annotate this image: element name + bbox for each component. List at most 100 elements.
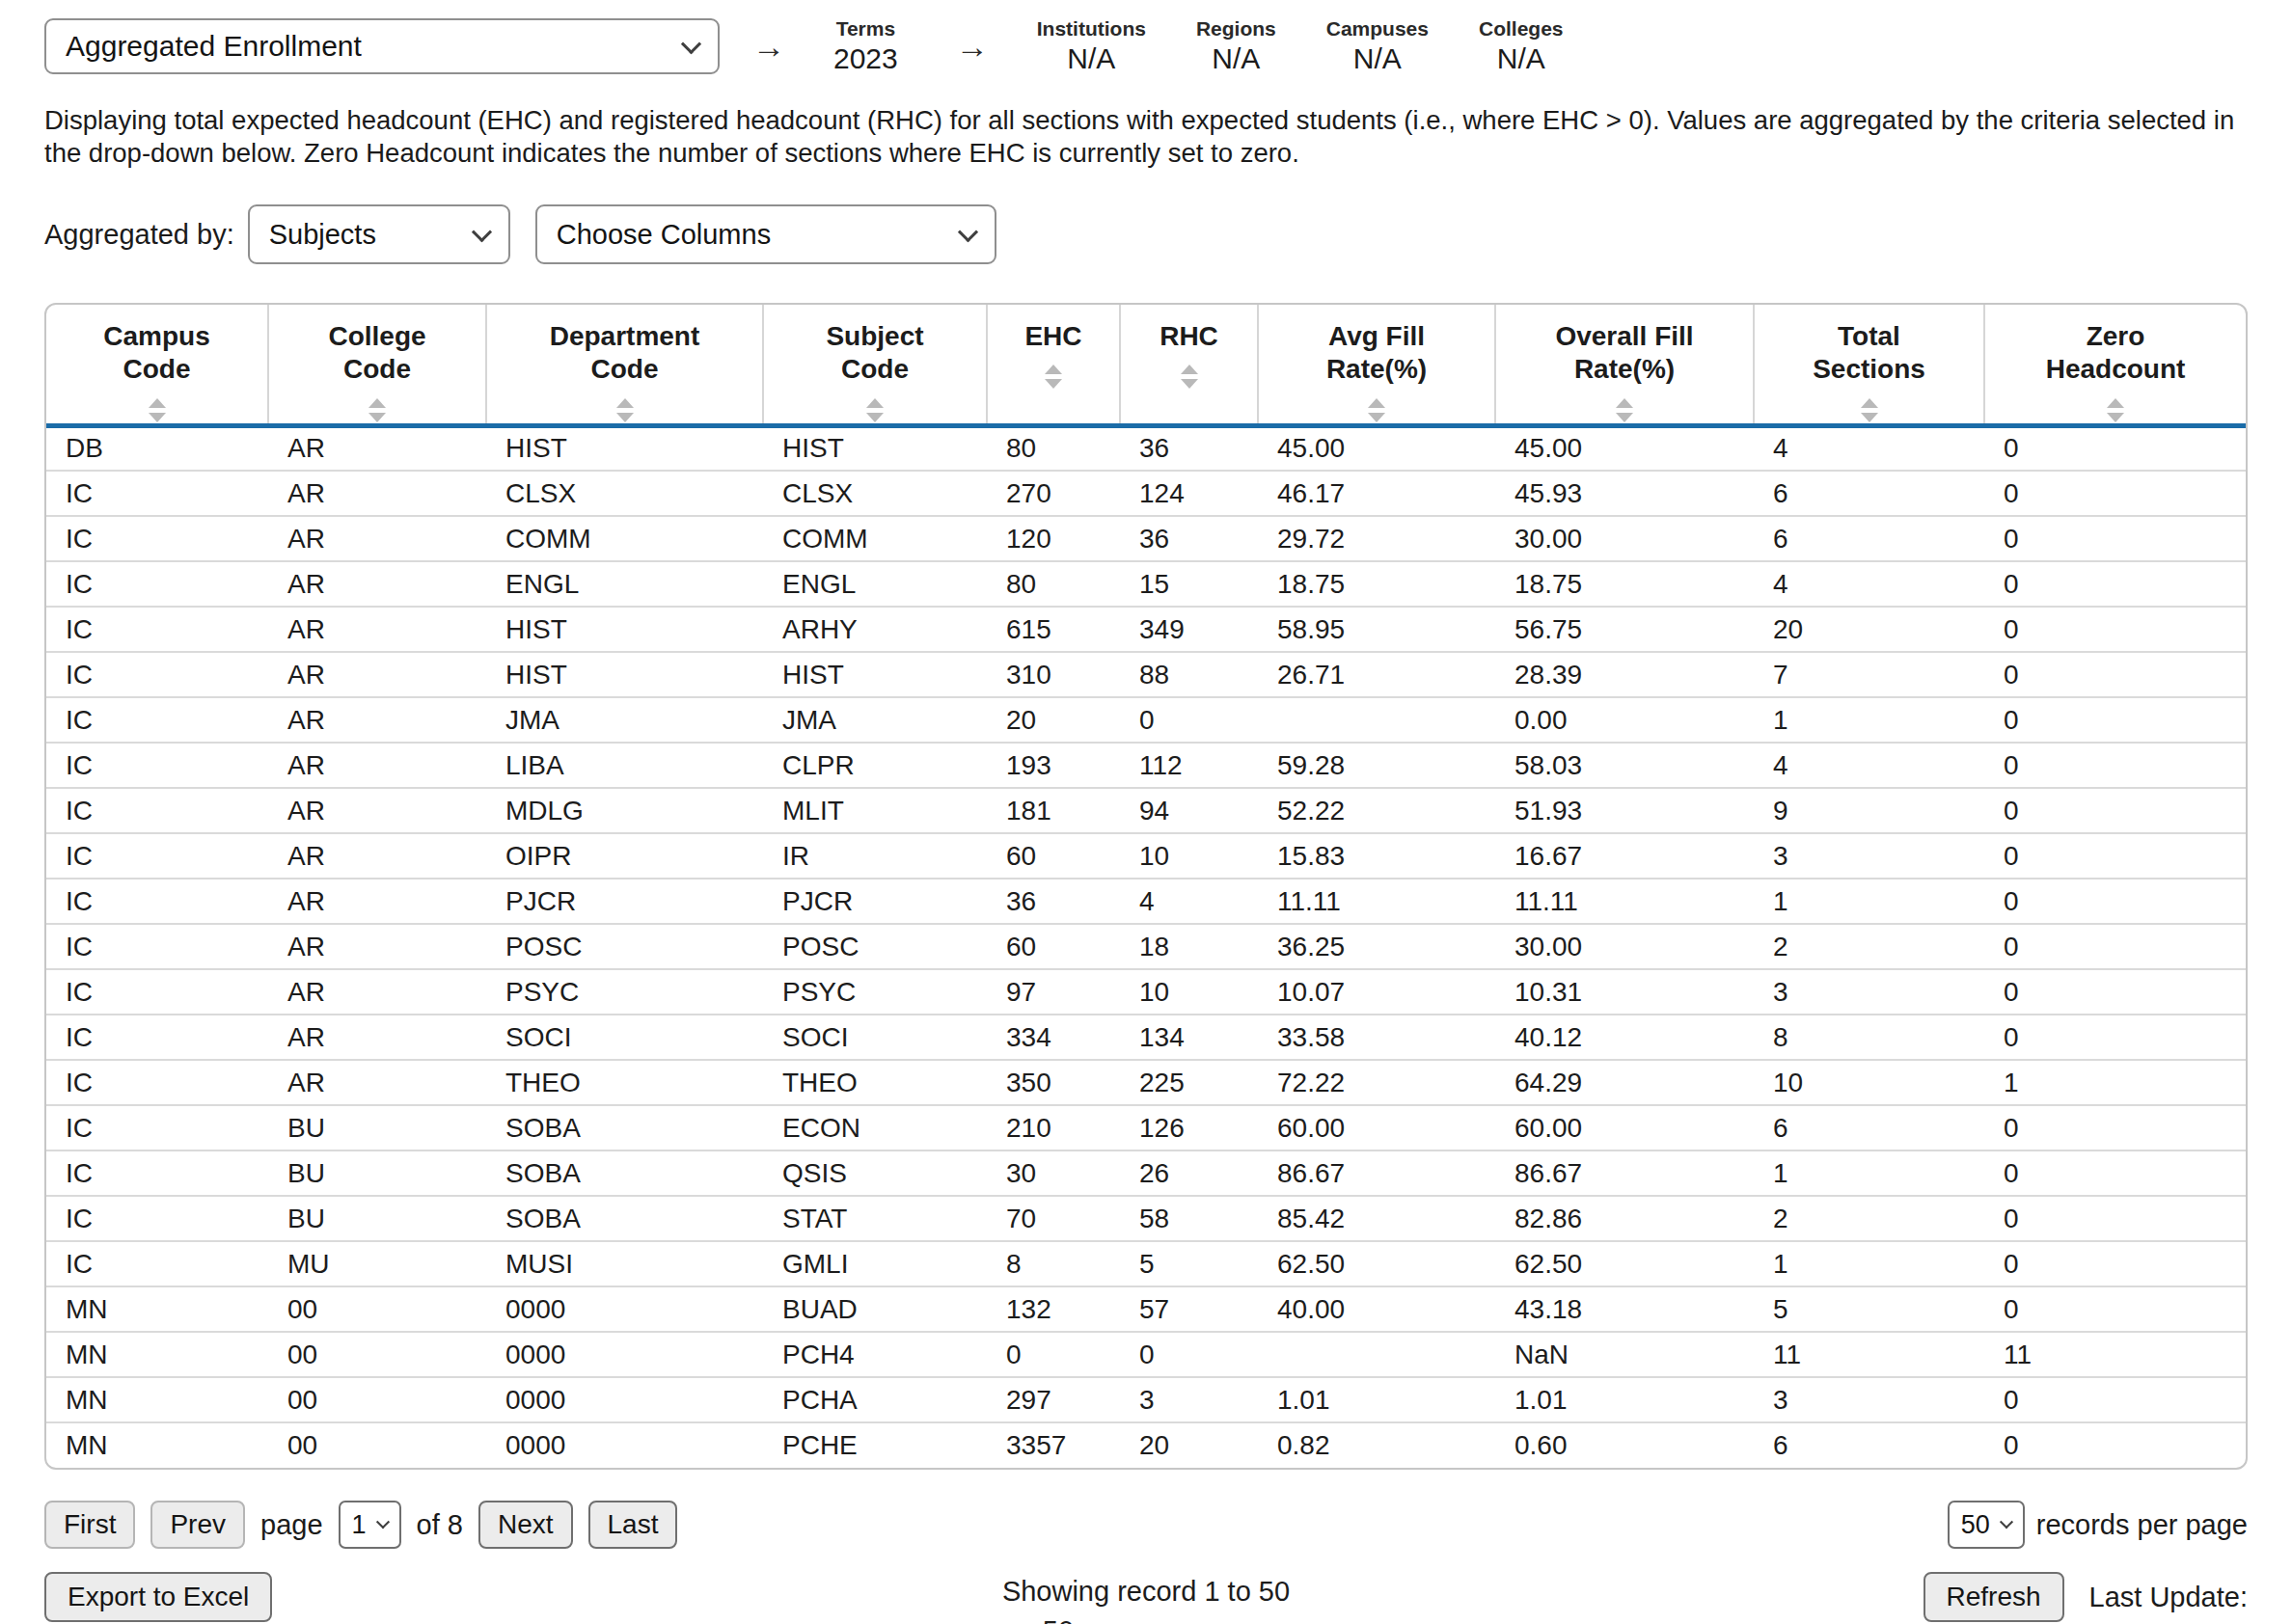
first-page-button[interactable]: First (44, 1501, 135, 1549)
table-cell: 4 (1754, 425, 1984, 471)
table-cell: IC (46, 697, 268, 743)
table-cell: 0 (1984, 788, 2246, 833)
table-cell: 57 (1120, 1286, 1258, 1332)
column-header-avg-fill-rate[interactable]: Avg Fill Rate(%) (1258, 305, 1495, 425)
table-cell: 45.93 (1495, 471, 1754, 516)
table-cell: 4 (1120, 879, 1258, 924)
table-cell: IC (46, 652, 268, 697)
last-page-button[interactable]: Last (588, 1501, 678, 1549)
table-cell: IC (46, 607, 268, 652)
table-cell: MLIT (763, 788, 987, 833)
sort-icon[interactable] (270, 398, 484, 422)
table-cell: 0 (1984, 516, 2246, 561)
table-cell: 334 (987, 1015, 1120, 1060)
table-row: ICARPOSCPOSC601836.2530.0020 (46, 924, 2246, 969)
aggregated-by-select[interactable]: Subjects (248, 204, 510, 264)
table-cell: 80 (987, 425, 1120, 471)
column-header-subject-code[interactable]: Subject Code (763, 305, 987, 425)
table-row: DBARHISTHIST803645.0045.0040 (46, 425, 2246, 471)
table-cell: 6 (1754, 516, 1984, 561)
table-cell: PJCR (763, 879, 987, 924)
sort-icon[interactable] (1756, 398, 1982, 422)
table-header-row: Campus Code College Code Department Code… (46, 305, 2246, 425)
table-cell: STAT (763, 1196, 987, 1241)
choose-columns-select[interactable]: Choose Columns (535, 204, 996, 264)
records-per-page-value: 50 (1961, 1510, 1990, 1540)
table-cell: 0 (1984, 924, 2246, 969)
table-cell: SOCI (486, 1015, 763, 1060)
page: Aggregated Enrollment → Terms 2023 → Ins… (0, 0, 2292, 1624)
total-pages: 8 (448, 1509, 463, 1540)
column-header-total-sections[interactable]: Total Sections (1754, 305, 1984, 425)
table-cell: COMM (486, 516, 763, 561)
table-cell: 30.00 (1495, 924, 1754, 969)
table-row: MN000000BUAD1325740.0043.1850 (46, 1286, 2246, 1332)
records-per-page-select[interactable]: 50 (1948, 1501, 2025, 1549)
prev-page-button[interactable]: Prev (150, 1501, 245, 1549)
table-cell: HIST (763, 425, 987, 471)
table-cell: BU (268, 1196, 486, 1241)
view-select[interactable]: Aggregated Enrollment (44, 18, 720, 74)
table-cell: 10 (1120, 969, 1258, 1015)
table-cell: 51.93 (1495, 788, 1754, 833)
table-cell: 18.75 (1258, 561, 1495, 607)
column-header-zero-headcount[interactable]: Zero Headcount (1984, 305, 2246, 425)
records-per-page-label: records per page (2036, 1509, 2248, 1541)
table-cell: 18 (1120, 924, 1258, 969)
table-cell: BU (268, 1105, 486, 1150)
table-cell: 45.00 (1258, 425, 1495, 471)
footer-bar: Export to Excel Showing record 1 to 50 5… (44, 1572, 2248, 1624)
table-cell: 350 (987, 1060, 1120, 1105)
table-cell: MUSI (486, 1241, 763, 1286)
table-cell: SOCI (763, 1015, 987, 1060)
page-select[interactable]: 1 (339, 1501, 401, 1549)
table-cell: AR (268, 1015, 486, 1060)
table-cell: 7 (1754, 652, 1984, 697)
table-cell: 60 (987, 833, 1120, 879)
table-cell (1258, 697, 1495, 743)
table-cell: AR (268, 833, 486, 879)
table-row: MN000000PCH400NaN1111 (46, 1332, 2246, 1377)
column-header-campus-code[interactable]: Campus Code (46, 305, 268, 425)
next-page-button[interactable]: Next (478, 1501, 573, 1549)
table-row: ICARHISTHIST3108826.7128.3970 (46, 652, 2246, 697)
page-count-label: of 8 (417, 1509, 463, 1541)
table-cell: PCH4 (763, 1332, 987, 1377)
sort-icon[interactable] (1122, 365, 1256, 389)
table-row: ICARCOMMCOMM1203629.7230.0060 (46, 516, 2246, 561)
column-header-overall-fill-rate[interactable]: Overall Fill Rate(%) (1495, 305, 1754, 425)
sort-icon[interactable] (1986, 398, 2245, 422)
table-cell: PSYC (486, 969, 763, 1015)
sort-icon[interactable] (765, 398, 985, 422)
table-cell: 0000 (486, 1377, 763, 1422)
table-row: ICARHISTARHY61534958.9556.75200 (46, 607, 2246, 652)
column-header-department-code[interactable]: Department Code (486, 305, 763, 425)
sort-icon[interactable] (1497, 398, 1752, 422)
table-row: ICARPJCRPJCR36411.1111.1110 (46, 879, 2246, 924)
column-header-college-code[interactable]: College Code (268, 305, 486, 425)
column-header-rhc[interactable]: RHC (1120, 305, 1258, 425)
table-cell: 0 (1984, 1286, 2246, 1332)
chevron-down-icon (2000, 1515, 2013, 1529)
refresh-button[interactable]: Refresh (1924, 1572, 2064, 1622)
table-cell: 3 (1754, 969, 1984, 1015)
export-to-excel-button[interactable]: Export to Excel (44, 1572, 272, 1622)
table-cell: 00 (268, 1332, 486, 1377)
table-cell: 40.00 (1258, 1286, 1495, 1332)
sort-icon[interactable] (989, 365, 1118, 389)
table-row: ICARENGLENGL801518.7518.7540 (46, 561, 2246, 607)
sort-icon[interactable] (488, 398, 761, 422)
column-header-ehc[interactable]: EHC (987, 305, 1120, 425)
breadcrumb-institutions: Institutions N/A (1037, 17, 1146, 75)
table-row: ICARPSYCPSYC971010.0710.3130 (46, 969, 2246, 1015)
sort-icon[interactable] (47, 398, 266, 422)
table-cell: 6 (1754, 1422, 1984, 1468)
table-cell: 18.75 (1495, 561, 1754, 607)
table-cell: 20 (987, 697, 1120, 743)
table-cell: IC (46, 1196, 268, 1241)
table-cell: 0 (1120, 1332, 1258, 1377)
table-cell: 46.17 (1258, 471, 1495, 516)
table-row: ICARSOCISOCI33413433.5840.1280 (46, 1015, 2246, 1060)
table-cell: AR (268, 743, 486, 788)
sort-icon[interactable] (1260, 398, 1493, 422)
